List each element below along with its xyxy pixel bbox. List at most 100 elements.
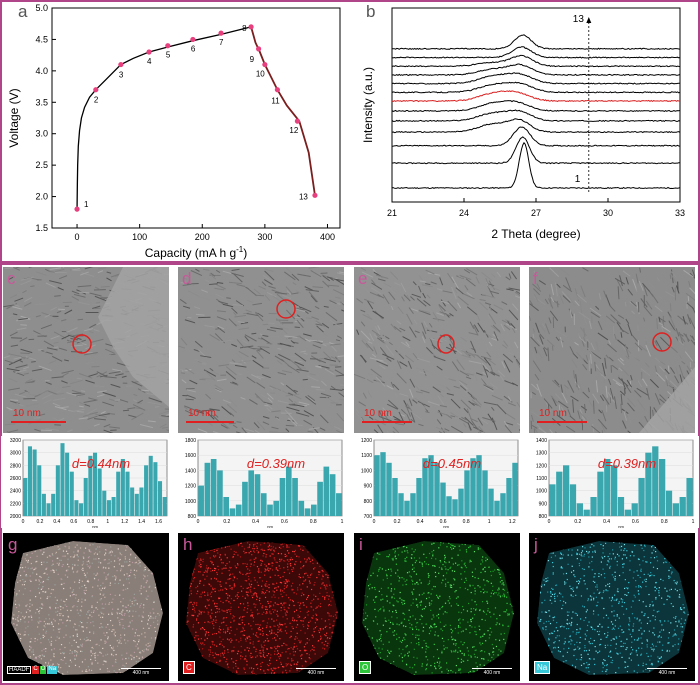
profile-bar — [576, 503, 583, 516]
signal-dot — [286, 584, 288, 587]
signal-dot — [250, 563, 252, 565]
lattice-fringe — [242, 340, 249, 345]
signal-dot — [283, 581, 285, 583]
signal-dot — [53, 655, 55, 657]
signal-dot — [74, 651, 76, 653]
lattice-fringe — [360, 321, 366, 327]
signal-dot — [267, 640, 269, 642]
signal-dot — [333, 645, 335, 647]
lattice-fringe — [631, 310, 635, 315]
x-tick-label: 0 — [75, 232, 80, 242]
lattice-fringe — [629, 301, 638, 308]
signal-dot — [306, 642, 308, 644]
signal-dot — [55, 607, 57, 609]
signal-dot — [58, 664, 60, 666]
signal-dot — [294, 651, 297, 653]
signal-dot — [135, 660, 137, 663]
signal-dot — [28, 616, 30, 618]
y-tick-label: 700 — [364, 514, 373, 520]
lattice-fringe — [264, 268, 274, 272]
lattice-fringe — [329, 388, 343, 391]
lattice-fringe — [546, 339, 555, 347]
signal-dot — [273, 550, 275, 553]
lattice-fringe — [505, 276, 511, 281]
lattice-fringe — [613, 396, 617, 409]
lattice-fringe — [413, 319, 418, 325]
lattice-fringe — [313, 372, 324, 380]
signal-dot — [151, 550, 153, 553]
signal-dot — [94, 655, 96, 657]
signal-dot — [155, 547, 158, 549]
signal-dot — [281, 666, 284, 668]
lattice-fringe — [531, 391, 536, 395]
profile-bar — [638, 478, 645, 516]
profile-bar — [27, 446, 32, 516]
lattice-fringe — [41, 350, 53, 355]
signal-dot — [150, 538, 151, 539]
signal-dot — [273, 632, 275, 634]
signal-dot — [29, 590, 31, 592]
lattice-fringe — [394, 393, 398, 398]
state-point — [165, 43, 171, 49]
lattice-fringe — [216, 281, 224, 284]
signal-dot — [124, 606, 126, 608]
signal-dot — [164, 622, 165, 623]
signal-dot — [296, 648, 299, 650]
signal-dot — [251, 613, 253, 616]
signal-dot — [340, 602, 341, 603]
lattice-fringe — [333, 426, 342, 431]
lattice-fringe — [671, 271, 677, 278]
tem-image-e: e 10 nm — [354, 267, 520, 433]
signal-dot — [72, 606, 74, 608]
signal-dot — [152, 541, 154, 544]
signal-dot — [164, 647, 165, 648]
signal-dot — [286, 632, 288, 634]
signal-dot — [25, 559, 28, 562]
signal-dot — [329, 680, 330, 681]
signal-dot — [164, 661, 165, 662]
signal-dot — [261, 536, 262, 537]
lattice-fringe — [418, 371, 426, 375]
signal-dot — [137, 563, 139, 565]
signal-dot — [35, 579, 37, 581]
signal-dot — [250, 652, 252, 654]
signal-dot — [8, 614, 9, 615]
lattice-fringe — [693, 341, 695, 344]
signal-dot — [196, 585, 199, 587]
signal-dot — [250, 580, 252, 582]
lattice-fringe — [479, 301, 488, 311]
signal-dot — [115, 659, 117, 661]
signal-dot — [39, 620, 41, 622]
lattice-fringe — [262, 323, 269, 326]
signal-dot — [309, 658, 311, 660]
lattice-fringe — [102, 391, 116, 397]
d-spacing-label: d=0.44nm — [72, 456, 130, 471]
lattice-fringe — [649, 378, 659, 389]
signal-dot — [260, 571, 262, 573]
lattice-fringe — [476, 314, 481, 322]
signal-dot — [122, 598, 124, 600]
signal-dot — [331, 631, 334, 633]
y-tick-label: 800 — [188, 514, 197, 520]
signal-dot — [218, 608, 220, 610]
lattice-fringe — [16, 327, 27, 331]
lattice-fringe — [324, 358, 337, 362]
lattice-fringe — [550, 283, 555, 296]
signal-dot — [335, 571, 337, 573]
signal-dot — [141, 650, 144, 652]
scale-bar: 400 nm — [121, 668, 161, 676]
lattice-fringe — [158, 416, 168, 420]
signal-dot — [187, 674, 189, 675]
signal-dot — [255, 674, 257, 675]
signal-dot — [327, 576, 329, 579]
signal-dot — [119, 624, 121, 626]
profile-bar — [69, 471, 74, 516]
lattice-fringe — [100, 411, 106, 415]
signal-dot — [76, 651, 79, 654]
lattice-fringe — [295, 308, 306, 313]
signal-dot — [53, 653, 55, 655]
signal-dot — [12, 558, 14, 560]
lattice-fringe — [595, 380, 598, 393]
signal-dot — [234, 565, 236, 567]
signal-dot — [94, 552, 97, 554]
